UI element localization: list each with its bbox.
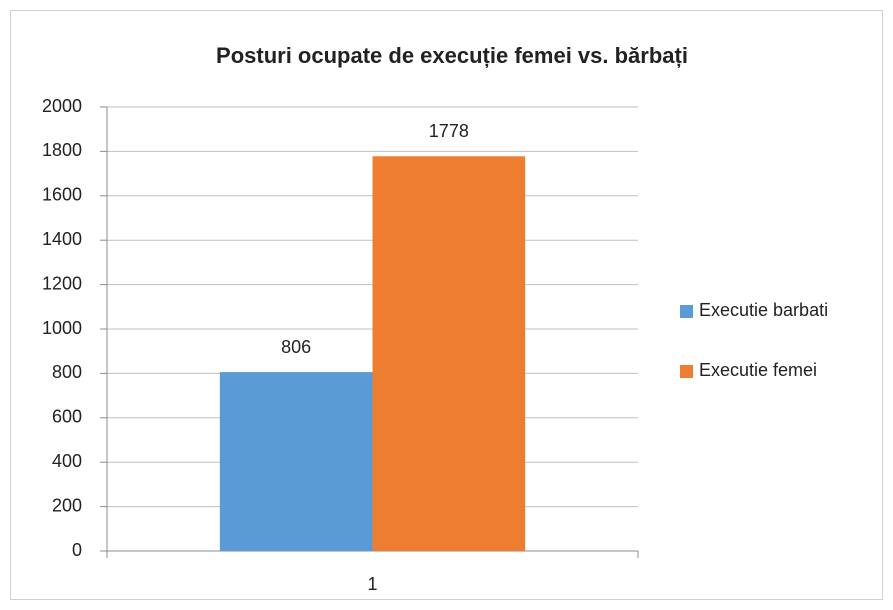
legend-swatch (680, 365, 693, 378)
data-label: 806 (281, 337, 311, 357)
y-tick-label: 2000 (42, 96, 82, 116)
y-tick-label: 1800 (42, 140, 82, 160)
bar (219, 372, 373, 551)
x-tick-label: 1 (367, 574, 377, 594)
legend-label: Executie barbati (699, 300, 828, 320)
data-label: 1778 (429, 121, 469, 141)
y-tick-label: 1600 (42, 185, 82, 205)
legend-swatch (680, 305, 693, 318)
y-tick-label: 1400 (42, 229, 82, 249)
y-tick-label: 800 (52, 362, 82, 382)
y-tick-label: 200 (52, 495, 82, 515)
y-tick-label: 0 (72, 540, 82, 560)
y-tick-label: 600 (52, 407, 82, 427)
legend-label: Executie femei (699, 360, 817, 380)
y-tick-label: 400 (52, 451, 82, 471)
y-tick-label: 1000 (42, 318, 82, 338)
y-tick-label: 1200 (42, 273, 82, 293)
chart-title: Posturi ocupate de execuție femei vs. bă… (216, 43, 688, 68)
bar (372, 156, 526, 551)
